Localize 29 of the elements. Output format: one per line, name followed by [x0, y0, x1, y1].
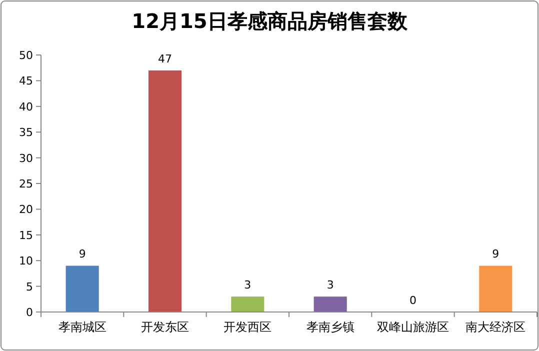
bar — [148, 70, 182, 312]
x-tick-label: 孝南乡镇 — [306, 320, 354, 334]
data-label: 3 — [244, 278, 252, 292]
y-tick-label: 50 — [19, 49, 33, 62]
x-tick-label: 开发西区 — [224, 320, 272, 334]
data-label: 3 — [326, 278, 334, 292]
y-tick-label: 15 — [19, 228, 33, 242]
x-tick-label: 南大经济区 — [466, 320, 526, 334]
data-label: 9 — [492, 248, 500, 261]
y-tick-label: 0 — [26, 306, 33, 319]
y-tick-label: 20 — [19, 203, 33, 216]
data-label: 47 — [158, 52, 172, 66]
y-tick-label: 40 — [19, 100, 33, 114]
chart-title: 12月15日孝感商品房销售套数 — [132, 9, 408, 33]
y-tick-label: 25 — [19, 178, 33, 190]
y-tick-label: 5 — [26, 280, 33, 294]
y-tick-label: 30 — [19, 152, 33, 165]
x-tick-label: 孝南城区 — [58, 320, 106, 334]
data-label: 0 — [410, 294, 416, 307]
y-tick-label: 10 — [19, 254, 33, 268]
bar — [66, 266, 99, 312]
bar — [231, 296, 264, 312]
bar — [314, 296, 347, 312]
data-label: 9 — [78, 248, 86, 261]
y-tick-label: 35 — [19, 126, 33, 140]
x-tick-label: 双峰山旅游区 — [377, 320, 449, 334]
x-tick-label: 开发东区 — [141, 320, 189, 334]
bar — [479, 266, 512, 312]
y-tick-label: 45 — [19, 74, 33, 88]
